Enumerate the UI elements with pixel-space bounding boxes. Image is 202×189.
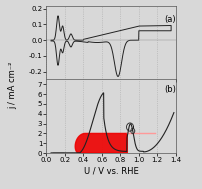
X-axis label: U / V vs. RHE: U / V vs. RHE [84,166,139,175]
Text: (b): (b) [164,84,176,94]
Polygon shape [75,133,127,153]
Text: (a): (a) [164,15,176,23]
Text: j / mA cm⁻²: j / mA cm⁻² [8,61,17,109]
